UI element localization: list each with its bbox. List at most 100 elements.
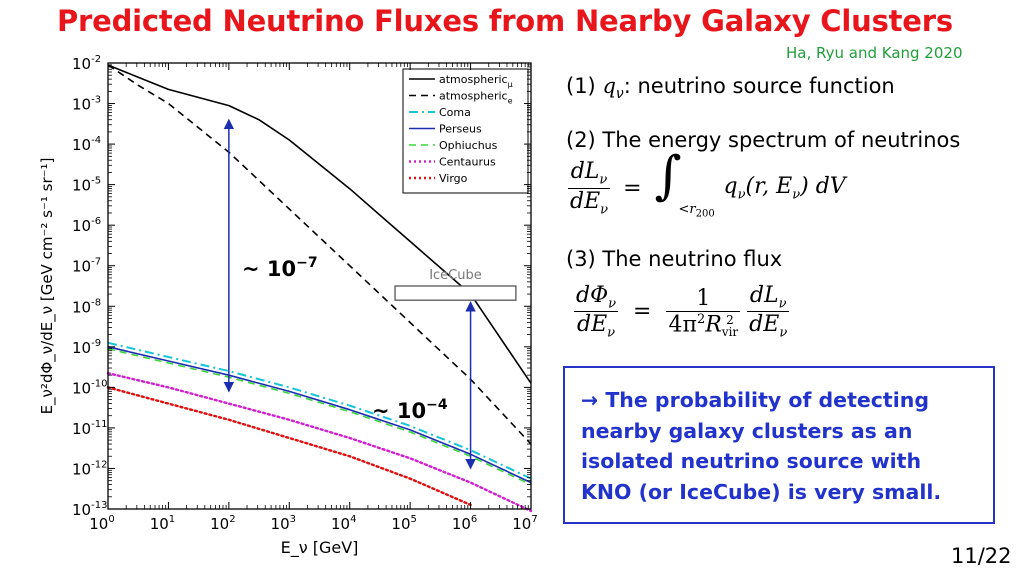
legend-entry-5: Centaurus	[439, 156, 496, 169]
eq3-mid-fraction: 1 4π2R 2 vir	[666, 286, 741, 338]
eq2-limit-sub: 200	[695, 208, 715, 220]
page-number: 11/22	[951, 544, 1012, 568]
citation: Ha, Ryu and Kang 2020	[786, 44, 963, 62]
y-tick-label--2: 10-2	[72, 54, 101, 73]
eq3-R-sup: 2	[726, 312, 734, 327]
difference-label-2: ~ 10−4	[372, 397, 448, 423]
x-tick-label-2: 102	[210, 514, 235, 533]
difference-exponent-1: −7	[296, 255, 317, 271]
eq2-equals: =	[623, 175, 642, 201]
conclusion-line-1: → The probability of detecting	[581, 388, 930, 412]
conclusion-line-4: KNO (or IceCube) is very small.	[581, 479, 942, 504]
eq3-lhs-den-sub: ν	[607, 325, 616, 341]
x-tick-exponent-7: 7	[531, 514, 537, 525]
conclusion-line-2: nearby galaxy clusters as an	[581, 418, 913, 443]
eq3-mid-den-sup: 2	[696, 312, 706, 328]
y-tick-exponent--10: -10	[91, 378, 107, 389]
item-1-text: : neutrino source function	[623, 74, 895, 98]
item-2: (2) The energy spectrum of neutrinos	[566, 128, 961, 152]
series-line-perseus	[107, 346, 532, 484]
legend-entry-sub-0: μ	[508, 80, 513, 89]
energy-spectrum-equation: dLν dEν = ∫ <r200 qν(r, Eν) dV	[568, 146, 846, 220]
eq3-mid-den: 4π	[668, 312, 697, 338]
eq2-limit: <r	[678, 202, 696, 217]
y-tick-exponent--6: -6	[91, 216, 101, 227]
x-tick-label-5: 105	[391, 514, 416, 533]
legend-entry-0: atmosphericμ	[439, 73, 513, 89]
eq2-lhs-sub: ν	[599, 172, 608, 188]
y-tick-exponent--2: -2	[91, 54, 101, 65]
y-tick-exponent--3: -3	[91, 95, 101, 106]
eq3-rhs-den: dE	[749, 312, 780, 338]
difference-exponent-2: −4	[426, 397, 448, 413]
y-tick-exponent--12: -12	[91, 459, 107, 470]
x-tick-label-4: 104	[331, 514, 356, 533]
neutrino-flux-chart: IceCube ~ 10−7 ~ 10−4 atmosphericμatmosphe…	[38, 54, 538, 558]
x-tick-exponent-2: 2	[229, 514, 235, 525]
item-1-subscript: ν	[615, 86, 624, 103]
y-tick-exponent--11: -11	[91, 419, 107, 430]
eq2-lhs-num: dL	[570, 159, 600, 185]
legend-entry-6: Virgo	[439, 172, 468, 185]
y-tick-exponent--13: -13	[91, 500, 107, 511]
eq3-mid-den-R: R	[705, 312, 722, 338]
eq3-rhs-fraction: dLν dEν	[747, 283, 790, 341]
eq3-rhs-den-sub: ν	[779, 325, 788, 341]
x-axis-label: E_ν [GeV]	[281, 538, 359, 558]
eq2-integrand-sub: ν	[737, 187, 746, 203]
series-line-centaurus	[106, 372, 533, 513]
y-tick-exponent--7: -7	[91, 257, 101, 268]
eq2-integral: ∫	[654, 146, 682, 206]
y-tick-label--4: 10-4	[72, 135, 101, 154]
y-tick-label--12: 10-12	[72, 459, 107, 478]
y-tick-label--3: 10-3	[72, 95, 101, 114]
y-tick-exponent--5: -5	[91, 176, 101, 187]
eq3-equals: =	[633, 299, 652, 325]
y-tick-exponent--4: -4	[91, 135, 101, 146]
x-tick-exponent-1: 1	[169, 514, 175, 525]
legend-entry-sub-1: e	[508, 97, 513, 106]
x-tick-exponent-0: 0	[108, 514, 114, 525]
eq3-rhs-num: dL	[749, 283, 779, 308]
icecube-label: IceCube	[429, 268, 482, 283]
y-tick-label--10: 10-10	[72, 378, 107, 397]
eq2-integrand: q	[723, 173, 738, 199]
series-line-atmospheric-1	[107, 64, 532, 445]
y-tick-exponent--9: -9	[91, 338, 101, 349]
neutrino-flux-equation: dΦν dEν = 1 4π2R 2 vir dLν dEν	[574, 283, 790, 341]
legend-entry-2: Coma	[439, 106, 471, 119]
legend-entry-3: Perseus	[439, 123, 482, 136]
icecube-box	[394, 285, 517, 301]
slide-title: Predicted Neutrino Fluxes from Nearby Ga…	[57, 4, 953, 38]
y-axis-label: E_ν²dΦ_ν/dE_ν [GeV cm⁻² s⁻¹ sr⁻¹]	[38, 158, 57, 415]
x-tick-label-6: 106	[452, 514, 477, 533]
x-tick-label-3: 103	[271, 514, 296, 533]
item-1-prefix: (1)	[566, 74, 596, 98]
item-3: (3) The neutrino flux	[566, 247, 783, 271]
eq2-args: (r, E	[745, 173, 793, 199]
legend-entry-1: atmospherice	[439, 90, 513, 106]
eq3-lhs-fraction: dΦν dEν	[574, 283, 619, 341]
eq3-lhs-den: dE	[576, 312, 608, 338]
y-tick-label--7: 10-7	[72, 257, 101, 276]
y-tick-label--9: 10-9	[72, 338, 101, 357]
eq3-rhs-sub: ν	[778, 296, 787, 312]
legend-entry-4: Ophiuchus	[439, 139, 498, 152]
y-tick-exponent--8: -8	[91, 297, 101, 308]
conclusion-box: → The probability of detecting nearby ga…	[563, 366, 995, 524]
series-line-ophiuchus	[107, 348, 532, 486]
x-tick-exponent-4: 4	[350, 514, 356, 525]
eq2-lhs-den-sub: ν	[600, 201, 609, 217]
x-tick-exponent-5: 5	[411, 514, 417, 525]
eq3-lhs-sub: ν	[608, 296, 617, 312]
y-tick-label--8: 10-8	[72, 297, 101, 316]
plot-frame	[107, 62, 532, 510]
y-tick-label--6: 10-6	[72, 216, 101, 235]
series-line-coma	[107, 341, 532, 480]
y-tick-label--5: 10-5	[72, 176, 101, 195]
series-line-atmospheric-0	[107, 64, 532, 384]
difference-label-1: ~ 10−7	[242, 255, 318, 281]
eq3-mid-num: 1	[666, 286, 741, 313]
x-tick-exponent-6: 6	[471, 514, 477, 525]
eq2-lhs-den: dE	[570, 188, 601, 214]
